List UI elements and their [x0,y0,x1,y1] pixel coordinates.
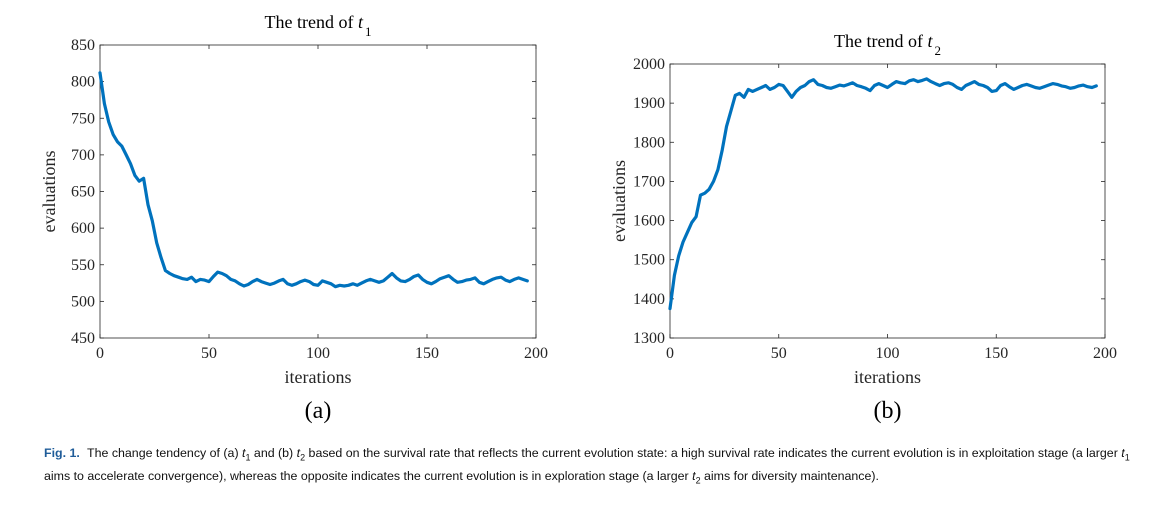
y-tick-label: 1600 [633,213,665,230]
caption-text-2: and (b) [250,446,297,460]
x-tick-label: 100 [876,345,900,362]
caption-text-5: aims for diversity maintenance). [700,469,879,484]
caption-sub-2: 2 [300,452,306,463]
y-tick-label: 550 [71,257,95,274]
x-tick-label: 150 [984,345,1008,362]
caption-sub-4: 2 [695,475,701,486]
plot-area-box [669,63,1106,339]
caption-text-1: The change tendency of (a) [87,446,243,460]
figure-charts: 0 50 100 150 200450500550600650700750800850T… [39,12,1117,424]
panel-label: (a) [305,398,332,424]
y-tick-label: 1800 [633,134,665,151]
y-axis-label: evaluations [609,160,629,242]
caption-text-3: based on the survival rate that reflects… [305,446,1122,460]
y-tick-label: 750 [71,110,95,127]
x-axis-label: iterations [854,367,921,387]
series-line [668,77,1098,311]
y-tick-label: 1900 [633,95,665,112]
y-tick-label: 2000 [633,56,665,73]
x-tick-label: 200 [1093,345,1117,362]
y-tick-label: 450 [71,330,95,347]
series-line [98,71,529,289]
x-tick-label: 0 [666,345,674,362]
x-tick-label: 50 [771,345,787,362]
x-tick-label: 150 [415,345,439,362]
caption-var-t2: t [296,446,301,460]
caption-var-t1: t [242,446,246,460]
chart-panel-1: 0 50 100 150 200 450 500 550 600 650 700 750 800 850 T… [39,12,548,424]
y-tick-label: 650 [71,184,95,201]
plot-area-box [99,44,537,339]
caption-var-t4: t [692,469,696,484]
caption-sub-1: 1 [245,452,251,463]
y-tick-label: 600 [71,220,95,237]
panel-label: (b) [874,398,902,424]
x-tick-label: 200 [524,345,548,362]
caption-text-4: aims to accelerate convergence), whereas… [44,469,693,484]
y-tick-label: 1500 [633,252,665,269]
caption-sub-3: 1 [1124,452,1130,463]
x-tick-label: 50 [201,345,217,362]
x-tick-label: 0 [96,345,104,362]
y-tick-label: 1400 [633,291,665,308]
y-tick-label: 1700 [633,173,665,190]
y-tick-label: 500 [71,293,95,310]
x-axis-label: iterations [285,367,352,387]
y-tick-label: 850 [71,37,95,54]
y-axis-label: evaluations [39,151,59,233]
figure-caption: Fig. 1. The change tendency of (a) t1 an… [44,444,1134,491]
caption-var-t3: t [1121,446,1125,460]
y-tick-label: 800 [71,74,95,91]
x-tick-label: 100 [306,345,330,362]
chart-panel-2: 0 50 100 150 200 1300 1400 1500 1600 1700 1800 1900… [609,31,1117,424]
y-tick-label: 700 [71,147,95,164]
figure-label: Fig. 1. [44,446,80,460]
y-tick-label: 1300 [633,330,665,347]
